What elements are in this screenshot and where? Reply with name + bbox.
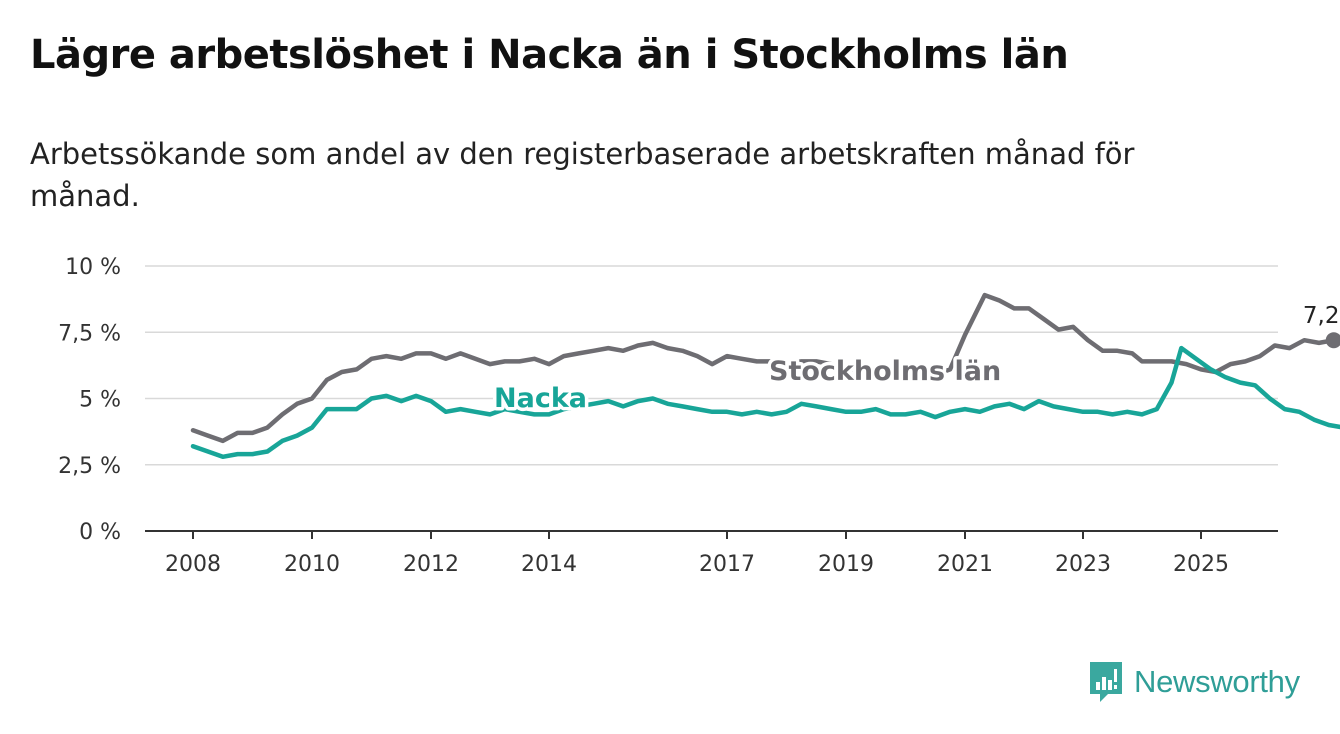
newsworthy-logo-icon <box>1090 662 1122 702</box>
y-tick-label: 5 % <box>79 388 121 413</box>
x-tick-label: 2017 <box>699 552 755 577</box>
chart-title: Lägre arbetslöshet i Nacka än i Stockhol… <box>30 32 1069 78</box>
series-end-marker <box>1325 332 1340 349</box>
y-tick-label: 7,5 % <box>58 321 121 346</box>
y-tick-label: 10 % <box>65 255 121 280</box>
y-tick-label: 0 % <box>79 520 121 545</box>
brand-name: Newsworthy <box>1134 664 1300 699</box>
x-tick-label: 2012 <box>403 552 459 577</box>
series-name-label: Nacka <box>494 383 587 414</box>
x-tick-label: 2019 <box>818 552 874 577</box>
x-tick-label: 2023 <box>1055 552 1111 577</box>
x-tick-label: 2010 <box>284 552 340 577</box>
x-tick-label: 2025 <box>1173 552 1229 577</box>
series-line-stockholms-l-n <box>190 292 1337 444</box>
x-tick-label: 2014 <box>521 552 577 577</box>
y-tick-label: 2,5 % <box>58 454 121 479</box>
chart-subtitle: Arbetssökande som andel av den registerb… <box>30 137 1135 213</box>
x-tick-label: 2021 <box>937 552 993 577</box>
series-end-label: 7,2 % <box>1303 303 1340 329</box>
series-name-label: Stockholms län <box>769 356 1001 387</box>
x-tick-label: 2008 <box>165 552 221 577</box>
series-line-nacka <box>190 345 1340 460</box>
brand-logo: Newsworthy <box>1088 660 1300 704</box>
